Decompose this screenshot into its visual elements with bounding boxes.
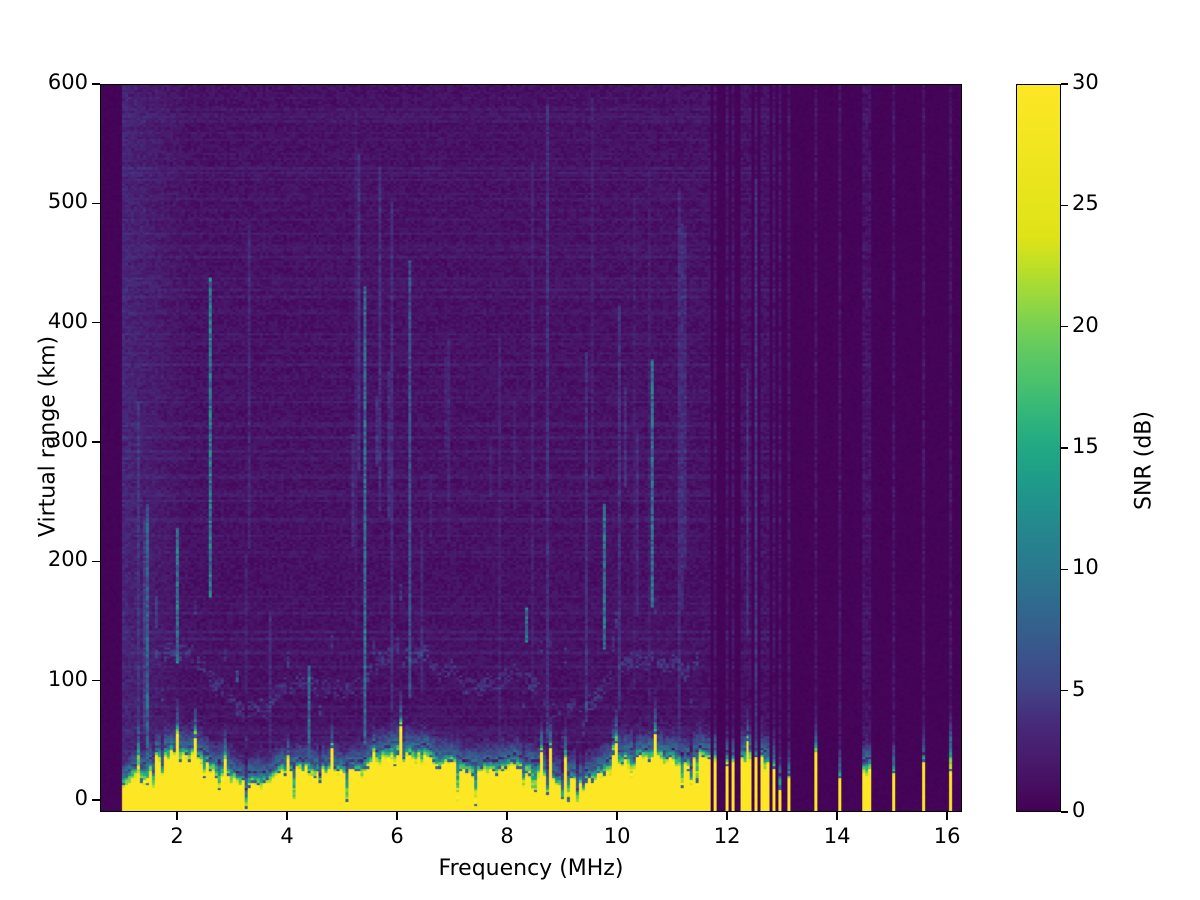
colorbar-tick-mark <box>1061 447 1068 449</box>
colorbar-tick-mark <box>1061 568 1068 571</box>
x-tick-label: 2 <box>170 824 184 848</box>
colorbar-tick-mark <box>1061 83 1068 85</box>
y-tick-label: 600 <box>47 70 88 94</box>
y-tick-label: 200 <box>47 547 88 572</box>
colorbar-tick-label: 20 <box>1072 312 1099 337</box>
colorbar-tick-mark <box>1061 204 1068 207</box>
x-tick-mark <box>836 812 838 820</box>
y-tick-mark <box>92 202 100 205</box>
colorbar-tick-label: 10 <box>1072 555 1099 580</box>
y-tick-mark <box>92 321 100 324</box>
y-tick-label: 100 <box>47 666 88 691</box>
colorbar-tick-label: 5 <box>1072 676 1086 701</box>
colorbar-tick-label: 0 <box>1072 798 1086 822</box>
y-tick-label: 400 <box>47 308 88 333</box>
y-tick-mark <box>92 560 100 563</box>
x-tick-label: 12 <box>713 824 741 848</box>
colorbar-tick-mark <box>1061 325 1068 328</box>
x-tick-mark <box>506 812 508 820</box>
x-tick-label: 14 <box>823 824 851 848</box>
x-tick-label: 4 <box>280 824 294 848</box>
y-tick-label: 500 <box>47 189 88 214</box>
y-tick-mark <box>92 799 100 801</box>
x-tick-mark <box>616 812 618 820</box>
y-tick-mark <box>92 441 100 443</box>
colorbar-tick-label: 25 <box>1072 191 1099 216</box>
y-tick-mark <box>92 680 100 682</box>
y-tick-label: 0 <box>74 786 88 811</box>
x-tick-label: 8 <box>500 824 514 848</box>
x-tick-mark <box>286 812 288 820</box>
x-tick-mark <box>176 812 178 820</box>
colorbar-tick-mark <box>1061 689 1068 692</box>
ionogram-heatmap <box>101 85 961 811</box>
plot-axes[interactable] <box>100 84 962 812</box>
x-axis-label: Frequency (MHz) <box>438 856 624 881</box>
x-tick-label: 6 <box>390 824 404 848</box>
x-tick-mark <box>396 812 398 820</box>
x-tick-mark <box>726 812 728 820</box>
colorbar-tick-label: 15 <box>1072 434 1099 458</box>
x-tick-mark <box>946 812 948 820</box>
y-tick-mark <box>92 83 100 85</box>
colorbar-tick-mark <box>1061 811 1068 813</box>
y-tick-label: 300 <box>47 428 88 453</box>
x-tick-label: 10 <box>603 824 631 848</box>
snr-colorbar[interactable] <box>1016 84 1061 812</box>
y-axis-label: Virtual range (km) <box>35 335 61 538</box>
colorbar-label: SNR (dB) <box>1131 411 1157 510</box>
colorbar-tick-label: 30 <box>1072 70 1099 94</box>
x-tick-label: 16 <box>933 824 961 848</box>
